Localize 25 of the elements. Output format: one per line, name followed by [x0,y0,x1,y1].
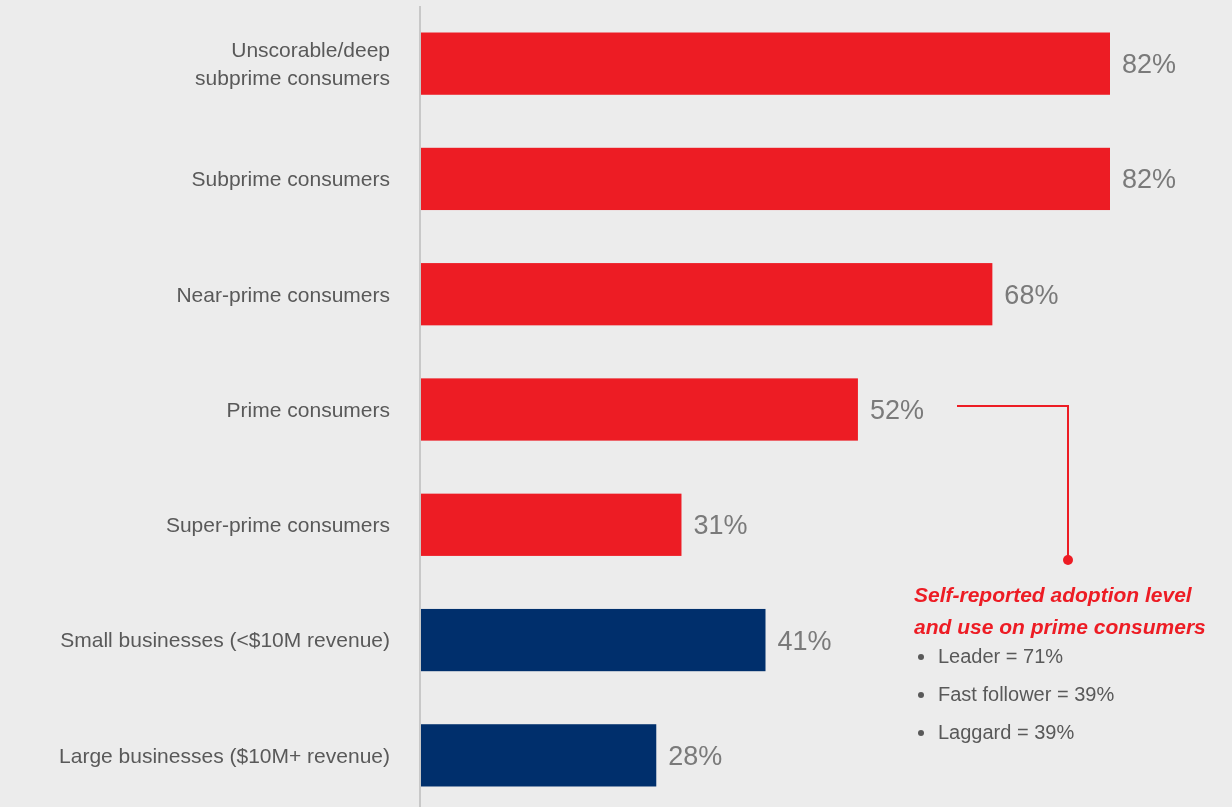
y-tick-label: Subprime consumers [191,167,390,191]
y-tick-label: Prime consumers [226,397,390,421]
bar [421,724,657,787]
annotation: Leader = 71% [938,645,1064,667]
data-label: 31% [693,510,748,541]
data-label: 82% [1122,164,1177,195]
bar [421,378,858,441]
y-tick-label: Small businesses (<$10M revenue) [60,628,390,652]
y-tick-label: Unscorable/deep subprime consumers [195,37,390,89]
y-tick-label: Large businesses ($10M+ revenue) [59,743,390,767]
y-tick-label: Near-prime consumers [176,282,390,306]
data-label: 82% [1122,49,1177,80]
data-label: 28% [668,740,723,771]
data-label: 52% [869,394,924,425]
bar [421,32,1110,95]
y-tick-label: Super-prime consumers [165,513,390,537]
data-label: 41% [777,625,832,656]
bar [421,263,993,326]
data-label: 68% [1004,279,1059,310]
bar [421,608,766,672]
bar [421,147,1110,211]
bar [421,493,682,556]
annotation: Fast follower = 39% [938,683,1115,705]
annotation: Self-reported adoption level and use on prime consumers [914,583,1206,638]
annotation: Laggard = 39% [938,721,1075,743]
